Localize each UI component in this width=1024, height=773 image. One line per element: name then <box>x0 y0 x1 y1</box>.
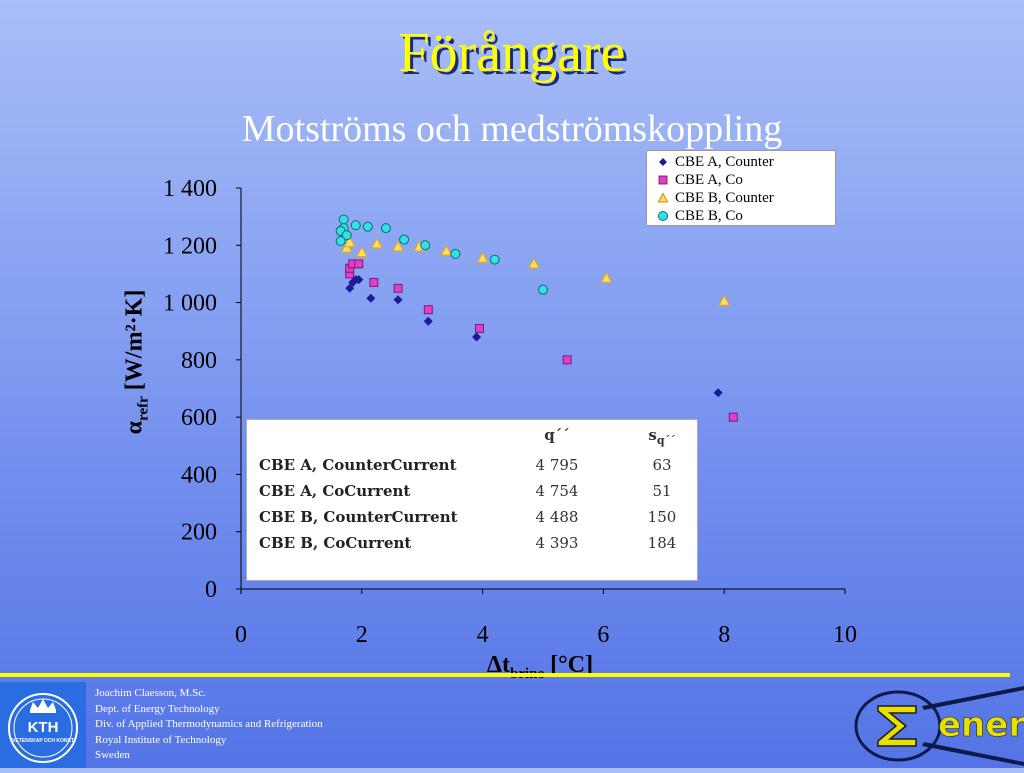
slide-subtitle: Motströms och medströmskoppling <box>241 108 783 150</box>
y-tick-label: 600 <box>181 405 217 431</box>
legend-item-cbe-a-counter: CBE A, Counter <box>659 153 835 171</box>
data-point-cbe-a-counter <box>354 275 364 285</box>
stats-row: CBE A, CounterCurrent 4 795 63 <box>259 456 672 474</box>
y-axis-title: αrefr [W/m²·K] <box>121 289 152 435</box>
data-point-cbe-a-counter <box>366 293 376 303</box>
y-tick-label: 400 <box>181 462 217 488</box>
y-tick-label: 800 <box>181 348 217 374</box>
slide-title: Förångare <box>398 22 626 84</box>
data-point-cbe-b-counter <box>355 246 368 257</box>
data-point-cbe-a-co <box>393 283 403 293</box>
legend-item-cbe-a-co: CBE A, Co <box>658 171 835 189</box>
sigma-energi-icon: energi <box>854 686 1024 766</box>
data-point-cbe-a-counter <box>713 388 723 398</box>
y-tick-label: 1 200 <box>163 233 217 259</box>
y-tick-label: 1 400 <box>163 176 217 202</box>
x-tick-label: 4 <box>477 622 489 648</box>
x-tick-label: 8 <box>718 622 730 648</box>
x-tick-label: 0 <box>235 622 247 648</box>
energi-text: energi <box>938 705 1024 745</box>
kth-logo: KTH VETENSKAP OCH KONST <box>0 682 86 768</box>
stats-header-q: q´´ <box>544 426 570 444</box>
data-point-cbe-a-co <box>475 323 484 333</box>
data-point-cbe-b-counter <box>340 242 353 253</box>
data-point-cbe-b-co <box>399 234 410 245</box>
chart-legend: CBE A, Counter CBE A, Co CBE B, Counter … <box>646 150 836 226</box>
data-point-cbe-b-counter <box>440 244 453 256</box>
stats-row: CBE B, CounterCurrent 4 488 150 <box>259 508 677 526</box>
square-marker-icon <box>658 175 668 185</box>
data-point-cbe-b-co <box>338 214 349 225</box>
data-point-cbe-b-co <box>538 284 548 295</box>
data-point-cbe-b-counter <box>343 236 356 247</box>
stats-table: q´´ sq´´ CBE A, CounterCurrent 4 795 63 … <box>246 419 698 581</box>
kth-crown-icon: KTH VETENSKAP OCH KONST <box>8 693 78 763</box>
footer-divider <box>0 673 1010 677</box>
data-point-cbe-b-counter <box>528 257 540 269</box>
data-point-cbe-b-co <box>335 235 346 246</box>
footer-info: Joachim Claesson, M.Sc. Dept. of Energy … <box>95 686 323 764</box>
data-point-cbe-a-co <box>369 278 379 287</box>
data-point-cbe-b-co <box>341 230 352 241</box>
data-point-cbe-b-co <box>420 240 431 251</box>
legend-item-cbe-b-co: CBE B, Co <box>658 207 835 225</box>
data-point-cbe-a-counter <box>472 332 482 342</box>
y-tick-label: 200 <box>181 520 217 546</box>
diamond-marker-icon <box>659 158 667 166</box>
triangle-marker-icon <box>657 192 669 203</box>
y-tick-label: 0 <box>205 577 217 603</box>
stats-header-s: sq´´ <box>648 426 676 447</box>
data-point-cbe-b-co <box>380 223 391 234</box>
x-axis-title: Δtbrine [°C] <box>486 652 594 682</box>
scatter-chart: 0 200 400 600 800 1 000 1 200 1 400 0 2 4 6 8 10 <box>163 176 857 648</box>
stats-row: CBE A, CoCurrent 4 754 51 <box>259 482 672 500</box>
x-tick-label: 2 <box>356 622 368 648</box>
data-point-cbe-b-counter <box>392 240 404 252</box>
energi-logo: energi <box>850 686 1024 768</box>
footer-line: Joachim Claesson, M.Sc. <box>95 687 206 699</box>
stats-row: CBE B, CoCurrent 4 393 184 <box>259 534 677 552</box>
y-tick-label: 1 000 <box>163 291 217 317</box>
data-point-cbe-b-co <box>489 254 500 265</box>
data-point-cbe-b-counter <box>600 272 613 283</box>
data-point-cbe-a-counter <box>393 295 403 305</box>
data-point-cbe-b-co <box>350 220 361 231</box>
data-point-cbe-b-counter <box>718 295 731 306</box>
data-point-cbe-b-co <box>362 221 373 232</box>
x-tick-label: 10 <box>833 622 857 648</box>
footer-line: Royal Institute of Technology <box>95 733 227 746</box>
footer-line: Dept. of Energy Technology <box>95 702 220 715</box>
kth-logo-text: KTH <box>28 719 59 736</box>
data-point-cbe-b-counter <box>371 237 383 249</box>
data-point-cbe-a-counter <box>423 316 433 326</box>
legend-item-cbe-b-counter: CBE B, Counter <box>657 189 835 207</box>
footer-line: Div. of Applied Thermodynamics and Refri… <box>95 718 323 730</box>
circle-marker-icon <box>658 211 668 221</box>
kth-logo-subtext: VETENSKAP OCH KONST <box>12 738 74 744</box>
data-point-cbe-a-co <box>562 355 572 365</box>
data-point-cbe-a-co <box>354 259 364 269</box>
data-point-cbe-b-counter <box>476 252 489 263</box>
data-point-cbe-b-co <box>450 248 461 259</box>
data-point-cbe-a-co <box>728 412 738 422</box>
data-point-cbe-a-co <box>423 305 433 315</box>
x-tick-label: 6 <box>597 622 609 648</box>
footer-line: Sweden <box>95 749 130 761</box>
